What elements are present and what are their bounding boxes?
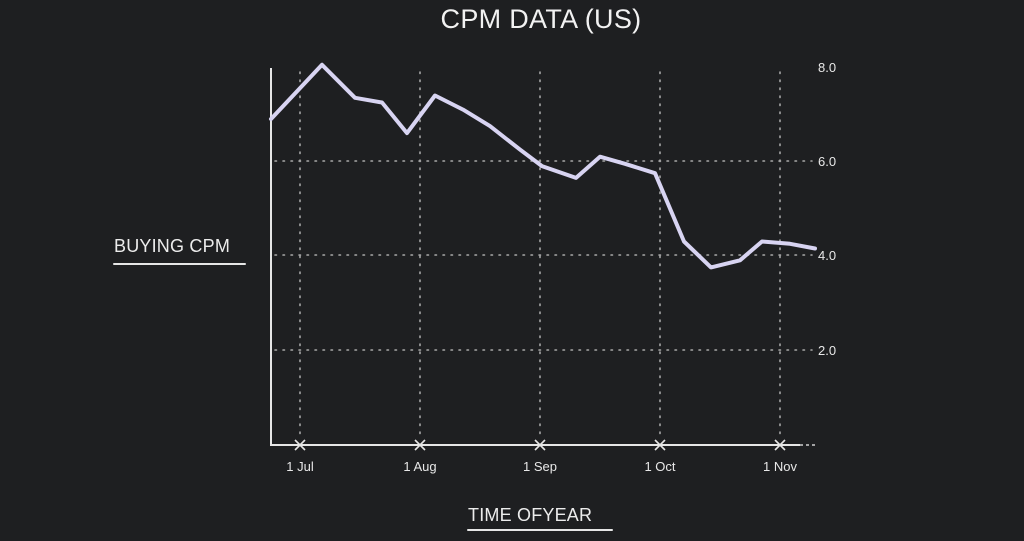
y-tick-label: 6.0 bbox=[818, 154, 836, 169]
chart-title: CPM DATA (US) bbox=[440, 4, 642, 34]
y-tick-labels: 8.0 6.0 4.0 2.0 bbox=[818, 60, 836, 358]
x-tick-label: 1 Aug bbox=[403, 459, 436, 474]
x-tick-label: 1 Jul bbox=[286, 459, 314, 474]
x-tick-labels: 1 Jul 1 Aug 1 Sep 1 Oct 1 Nov bbox=[286, 459, 797, 474]
x-tick-cross-icon bbox=[534, 439, 546, 451]
x-tick-marks bbox=[294, 439, 786, 451]
x-tick-label: 1 Sep bbox=[523, 459, 557, 474]
x-axis-label: TIME OFYEAR bbox=[468, 505, 593, 525]
horizontal-gridlines bbox=[274, 160, 813, 351]
cpm-data-line bbox=[269, 62, 817, 270]
x-tick-cross-icon bbox=[294, 439, 306, 451]
y-tick-label: 4.0 bbox=[818, 248, 836, 263]
y-axis-label: BUYING CPM bbox=[114, 236, 231, 256]
y-axis-label-underline bbox=[113, 263, 246, 265]
x-tick-label: 1 Nov bbox=[763, 459, 797, 474]
x-tick-cross-icon bbox=[774, 439, 786, 451]
x-tick-cross-icon bbox=[654, 439, 666, 451]
x-tick-label: 1 Oct bbox=[644, 459, 675, 474]
x-axis-label-underline bbox=[467, 529, 613, 531]
vertical-gridlines bbox=[299, 71, 781, 441]
x-tick-cross-icon bbox=[414, 439, 426, 451]
y-tick-label: 2.0 bbox=[818, 343, 836, 358]
y-tick-label: 8.0 bbox=[818, 60, 836, 75]
